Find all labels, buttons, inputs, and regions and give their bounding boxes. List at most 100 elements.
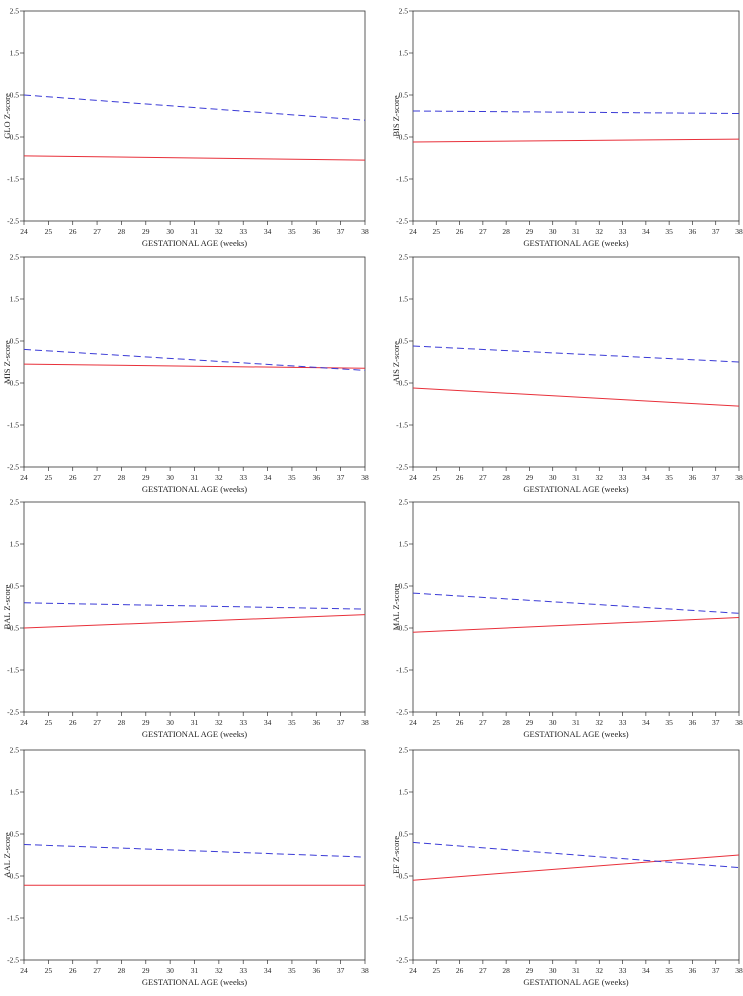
mis-z-score-x-tick-label: 28 bbox=[118, 473, 126, 482]
glo-z-score-x-axis-label: GESTATIONAL AGE (weeks) bbox=[142, 238, 247, 248]
glo-z-score-x-tick-label: 26 bbox=[69, 227, 77, 236]
mal-z-score-dashed-line bbox=[412, 592, 740, 614]
aal-z-score-y-axis-label: AAL Z-score bbox=[2, 832, 12, 877]
mis-z-score-x-tick-label: 36 bbox=[313, 473, 321, 482]
ef-z-score-x-tick-label: 32 bbox=[596, 966, 604, 975]
glo-z-score-solid-line bbox=[23, 155, 366, 161]
mal-z-score-y-tick-label: -0.5 bbox=[396, 624, 408, 633]
mis-z-score-x-tick-label: 35 bbox=[288, 473, 296, 482]
mis-z-score-x-axis-label: GESTATIONAL AGE (weeks) bbox=[142, 484, 247, 494]
mis-z-score-y-tick-label: -2.5 bbox=[7, 463, 19, 472]
aal-z-score-x-tick-label: 24 bbox=[20, 966, 28, 975]
bal-z-score-x-axis-label: GESTATIONAL AGE (weeks) bbox=[142, 729, 247, 739]
ef-z-score-x-tick-label: 27 bbox=[479, 966, 487, 975]
glo-z-score-x-tick-label: 24 bbox=[20, 227, 28, 236]
mis-z-score-y-tick-label: 0.5 bbox=[10, 337, 20, 346]
mal-z-score-solid-line bbox=[412, 617, 740, 633]
mal-z-score-y-tick-label: 2.5 bbox=[399, 498, 409, 507]
mal-z-score-plot-frame bbox=[412, 501, 740, 713]
ef-z-score-x-tick-label: 26 bbox=[456, 966, 464, 975]
mal-z-score-x-tick-label: 32 bbox=[596, 718, 604, 727]
ais-z-score-y-tick-label: 1.5 bbox=[399, 295, 409, 304]
glo-z-score-y-tick-label: 1.5 bbox=[10, 49, 20, 58]
aal-z-score-x-tick-label: 36 bbox=[313, 966, 321, 975]
glo-z-score-x-tick-label: 30 bbox=[166, 227, 174, 236]
bal-z-score-y-tick-label: -0.5 bbox=[7, 624, 19, 633]
aal-z-score-x-tick-label: 30 bbox=[166, 966, 174, 975]
glo-z-score-dashed-line bbox=[23, 94, 366, 121]
bis-z-score-x-tick-label: 36 bbox=[689, 227, 697, 236]
bal-z-score-x-tick-label: 29 bbox=[142, 718, 150, 727]
mis-z-score-x-tick-label: 25 bbox=[45, 473, 53, 482]
bis-z-score-x-tick-label: 25 bbox=[433, 227, 441, 236]
ais-z-score-x-tick-label: 35 bbox=[665, 473, 673, 482]
ais-z-score-y-tick-label: -0.5 bbox=[396, 379, 408, 388]
mal-z-score-x-tick-label: 29 bbox=[526, 718, 534, 727]
bis-z-score-x-tick-label: 32 bbox=[596, 227, 604, 236]
mal-z-score-x-tick-label: 36 bbox=[689, 718, 697, 727]
bis-z-score-x-tick-label: 27 bbox=[479, 227, 487, 236]
ais-z-score-x-tick-label: 24 bbox=[409, 473, 417, 482]
ef-z-score-x-tick-label: 31 bbox=[572, 966, 580, 975]
aal-z-score-x-tick-label: 32 bbox=[215, 966, 223, 975]
ef-z-score-dashed-line bbox=[412, 841, 740, 869]
ais-z-score-x-tick-label: 32 bbox=[596, 473, 604, 482]
glo-z-score-x-tick-label: 33 bbox=[239, 227, 247, 236]
ef-z-score-y-tick-label: 0.5 bbox=[399, 830, 409, 839]
bal-z-score-y-tick-label: 2.5 bbox=[10, 498, 20, 507]
aal-z-score-x-tick-label: 29 bbox=[142, 966, 150, 975]
bis-z-score-x-tick-label: 28 bbox=[502, 227, 510, 236]
ais-z-score-x-tick-label: 33 bbox=[619, 473, 627, 482]
mal-z-score-y-tick-label: 0.5 bbox=[399, 582, 409, 591]
aal-z-score-y-tick-label: 1.5 bbox=[10, 788, 20, 797]
ef-z-score-x-tick-label: 24 bbox=[409, 966, 417, 975]
bis-z-score-x-tick-label: 38 bbox=[735, 227, 743, 236]
mal-z-score-x-tick-label: 24 bbox=[409, 718, 417, 727]
ef-z-score-x-tick-label: 30 bbox=[549, 966, 557, 975]
ef-z-score-x-tick-label: 28 bbox=[502, 966, 510, 975]
bal-z-score-x-tick-label: 36 bbox=[313, 718, 321, 727]
ais-z-score-solid-line bbox=[412, 387, 740, 407]
aal-z-score-y-tick-label: 2.5 bbox=[10, 746, 20, 755]
mis-z-score-x-tick-label: 38 bbox=[361, 473, 369, 482]
ef-z-score-x-tick-label: 34 bbox=[642, 966, 650, 975]
aal-z-score-x-tick-label: 38 bbox=[361, 966, 369, 975]
mis-z-score-panel: 24 25 26 27 28 29 30 31 32 33 34 35 36 37 38 2.5 1.5 0.5 -… bbox=[2, 253, 369, 495]
ef-z-score-x-tick-label: 38 bbox=[735, 966, 743, 975]
bis-z-score-y-tick-label: -2.5 bbox=[396, 217, 408, 226]
ef-z-score-x-tick-label: 33 bbox=[619, 966, 627, 975]
ais-z-score-x-tick-label: 38 bbox=[735, 473, 743, 482]
ef-z-score-x-tick-label: 25 bbox=[433, 966, 441, 975]
ais-z-score-x-tick-label: 28 bbox=[502, 473, 510, 482]
bal-z-score-y-axis-label: BAL Z-score bbox=[2, 584, 12, 629]
ais-z-score-x-tick-label: 27 bbox=[479, 473, 487, 482]
aal-z-score-panel: 24 25 26 27 28 29 30 31 32 33 34 35 36 37 38 2.5 1.5 0.5 -… bbox=[2, 746, 369, 988]
aal-z-score-y-tick-label: 0.5 bbox=[10, 830, 20, 839]
bis-z-score-x-axis-label: GESTATIONAL AGE (weeks) bbox=[523, 238, 628, 248]
ef-z-score-x-axis-label: GESTATIONAL AGE (weeks) bbox=[523, 977, 628, 987]
ef-z-score-y-tick-label: -0.5 bbox=[396, 872, 408, 881]
bal-z-score-x-tick-label: 31 bbox=[191, 718, 199, 727]
aal-z-score-x-tick-label: 26 bbox=[69, 966, 77, 975]
bal-z-score-y-tick-label: -1.5 bbox=[7, 666, 19, 675]
bal-z-score-plot-frame bbox=[23, 501, 366, 713]
bis-z-score-solid-line bbox=[412, 138, 740, 143]
ais-z-score-dashed-line bbox=[412, 345, 740, 363]
ais-z-score-y-tick-label: 2.5 bbox=[399, 253, 409, 262]
bal-z-score-panel: 24 25 26 27 28 29 30 31 32 33 34 35 36 37 38 2.5 1.5 0.5 -… bbox=[2, 498, 369, 740]
glo-z-score-x-tick-label: 32 bbox=[215, 227, 223, 236]
glo-z-score-y-tick-label: -2.5 bbox=[7, 217, 19, 226]
bis-z-score-x-tick-label: 26 bbox=[456, 227, 464, 236]
bal-z-score-x-tick-label: 38 bbox=[361, 718, 369, 727]
aal-z-score-y-tick-label: -2.5 bbox=[7, 956, 19, 965]
mis-z-score-y-tick-label: -1.5 bbox=[7, 421, 19, 430]
bis-z-score-x-tick-label: 37 bbox=[712, 227, 720, 236]
glo-z-score-y-axis-label: GLO Z-score bbox=[2, 93, 12, 139]
bis-z-score-y-tick-label: 2.5 bbox=[399, 7, 409, 16]
ais-z-score-y-tick-label: -2.5 bbox=[396, 463, 408, 472]
bal-z-score-solid-line bbox=[23, 614, 366, 629]
ef-z-score-plot-frame bbox=[412, 749, 740, 961]
bal-z-score-x-tick-label: 28 bbox=[118, 718, 126, 727]
glo-z-score-x-tick-label: 34 bbox=[264, 227, 272, 236]
bal-z-score-x-tick-label: 35 bbox=[288, 718, 296, 727]
